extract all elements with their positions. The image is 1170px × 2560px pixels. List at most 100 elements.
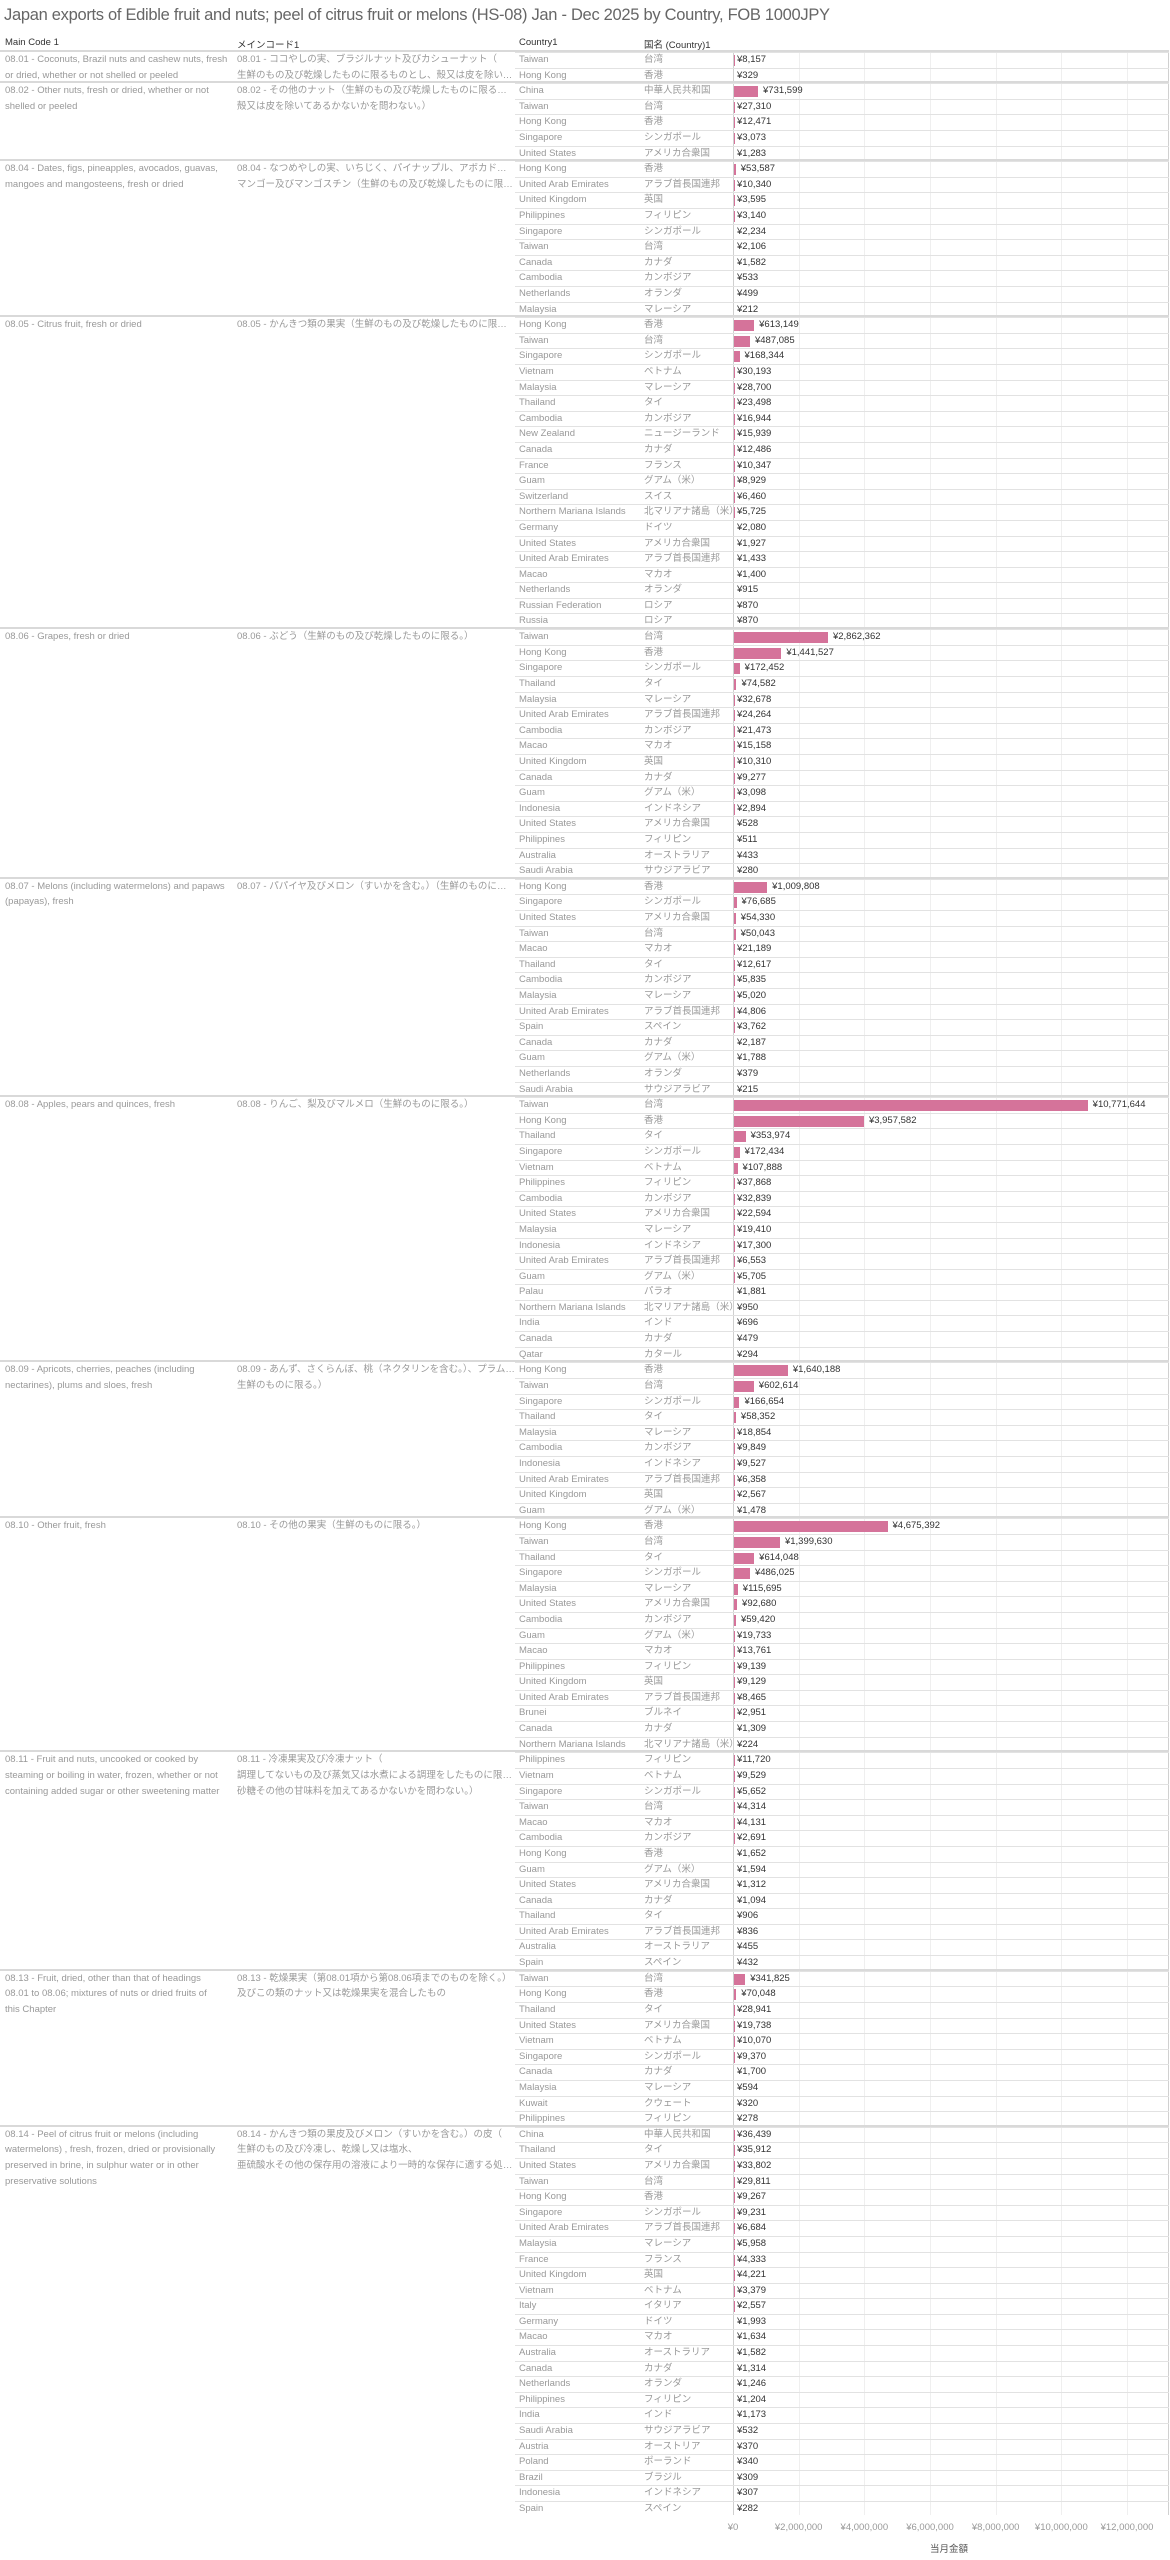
table-row[interactable]: United States アメリカ合衆国 ¥528 xyxy=(515,816,1169,832)
table-row[interactable]: Thailand タイ ¥353,974 xyxy=(515,1128,1169,1144)
value-bar[interactable] xyxy=(734,632,828,644)
table-row[interactable]: Poland ポーランド ¥340 xyxy=(515,2454,1169,2470)
table-row[interactable]: Canada カナダ ¥1,700 xyxy=(515,2064,1169,2080)
table-row[interactable]: Macao マカオ ¥13,761 xyxy=(515,1643,1169,1659)
table-row[interactable]: Saudi Arabia サウジアラビア ¥215 xyxy=(515,1081,1169,1098)
table-row[interactable]: Hong Kong 香港 ¥3,957,582 xyxy=(515,1112,1169,1129)
table-row[interactable]: Russia ロシア ¥870 xyxy=(515,613,1169,629)
table-row[interactable]: Guam グアム（米） ¥3,098 xyxy=(515,785,1169,801)
table-row[interactable]: Netherlands オランダ ¥915 xyxy=(515,582,1169,598)
table-row[interactable]: Saudi Arabia サウジアラビア ¥532 xyxy=(515,2423,1169,2439)
table-row[interactable]: Australia オーストラリア ¥1,582 xyxy=(515,2345,1169,2361)
table-row[interactable]: Cambodia カンボジア ¥2,691 xyxy=(515,1830,1169,1846)
table-row[interactable]: Singapore シンガポール ¥166,654 xyxy=(515,1393,1169,1410)
value-bar[interactable] xyxy=(734,101,735,113)
table-row[interactable]: United Arab Emirates アラブ首長国連邦 ¥1,433 xyxy=(515,551,1169,567)
value-bar[interactable] xyxy=(734,694,736,706)
table-row[interactable]: Cambodia カンボジア ¥59,420 xyxy=(515,1611,1169,1628)
table-row[interactable]: United Arab Emirates アラブ首長国連邦 ¥6,553 xyxy=(515,1253,1169,1269)
table-row[interactable]: Hong Kong 香港 ¥12,471 xyxy=(515,114,1169,130)
table-row[interactable]: Hong Kong 香港 ¥329 xyxy=(515,67,1169,84)
table-row[interactable]: Malaysia マレーシア ¥594 xyxy=(515,2079,1169,2096)
table-row[interactable]: United States アメリカ合衆国 ¥1,927 xyxy=(515,535,1169,552)
table-row[interactable]: Cambodia カンボジア ¥5,835 xyxy=(515,972,1169,988)
value-bar[interactable] xyxy=(734,1412,736,1424)
table-row[interactable]: Kuwait クウェート ¥320 xyxy=(515,2095,1169,2112)
value-bar[interactable] xyxy=(734,1365,788,1377)
table-row[interactable]: Thailand タイ ¥28,941 xyxy=(515,2001,1169,2018)
table-row[interactable]: Singapore シンガポール ¥5,652 xyxy=(515,1783,1169,1800)
table-row[interactable]: Malaysia マレーシア ¥115,695 xyxy=(515,1580,1169,1597)
value-bar[interactable] xyxy=(734,1568,750,1580)
value-bar[interactable] xyxy=(734,1989,737,2001)
value-bar[interactable] xyxy=(734,1583,738,1595)
table-row[interactable]: Philippines フィリピン ¥11,720 xyxy=(515,1752,1169,1768)
table-row[interactable]: Macao マカオ ¥1,634 xyxy=(515,2329,1169,2345)
table-row[interactable]: Canada カナダ ¥1,309 xyxy=(515,1721,1169,1737)
table-row[interactable]: Northern Mariana Islands 北マリアナ諸島（米） ¥950 xyxy=(515,1299,1169,1316)
table-row[interactable]: Guam グアム（米） ¥1,478 xyxy=(515,1502,1169,1519)
table-row[interactable]: United Arab Emirates アラブ首長国連邦 ¥6,358 xyxy=(515,1471,1169,1488)
table-row[interactable]: Cambodia カンボジア ¥533 xyxy=(515,270,1169,286)
table-row[interactable]: United Arab Emirates アラブ首長国連邦 ¥836 xyxy=(515,1923,1169,1940)
table-row[interactable]: Singapore シンガポール ¥168,344 xyxy=(515,348,1169,364)
table-row[interactable]: Philippines フィリピン ¥9,139 xyxy=(515,1658,1169,1675)
table-row[interactable]: China 中華人民共和国 ¥731,599 xyxy=(515,83,1169,99)
table-row[interactable]: Macao マカオ ¥4,131 xyxy=(515,1814,1169,1831)
value-bar[interactable] xyxy=(734,413,735,425)
table-row[interactable]: United Arab Emirates アラブ首長国連邦 ¥4,806 xyxy=(515,1003,1169,1020)
table-row[interactable]: Palau パラオ ¥1,881 xyxy=(515,1284,1169,1300)
table-row[interactable]: Singapore シンガポール ¥2,234 xyxy=(515,223,1169,240)
table-row[interactable]: Thailand タイ ¥23,498 xyxy=(515,395,1169,411)
table-row[interactable]: Singapore シンガポール ¥76,685 xyxy=(515,894,1169,910)
value-bar[interactable] xyxy=(734,320,755,332)
table-row[interactable]: United States アメリカ合衆国 ¥1,312 xyxy=(515,1877,1169,1893)
table-row[interactable]: Canada カナダ ¥12,486 xyxy=(515,441,1169,458)
header-country[interactable]: Country1 xyxy=(519,37,558,48)
table-row[interactable]: Vietnam ベトナム ¥30,193 xyxy=(515,363,1169,380)
table-row[interactable]: Thailand タイ ¥35,912 xyxy=(515,2142,1169,2158)
table-row[interactable]: Saudi Arabia サウジアラビア ¥280 xyxy=(515,863,1169,879)
table-row[interactable]: United States アメリカ合衆国 ¥92,680 xyxy=(515,1596,1169,1612)
value-bar[interactable] xyxy=(734,1536,780,1548)
table-row[interactable]: Germany ドイツ ¥1,993 xyxy=(515,2313,1169,2330)
table-row[interactable]: United Kingdom 英国 ¥9,129 xyxy=(515,1674,1169,1690)
table-row[interactable]: Netherlands オランダ ¥1,246 xyxy=(515,2376,1169,2392)
table-row[interactable]: Hong Kong 香港 ¥53,587 xyxy=(515,161,1169,177)
table-row[interactable]: Singapore シンガポール ¥172,434 xyxy=(515,1143,1169,1160)
table-row[interactable]: Indonesia インドネシア ¥307 xyxy=(515,2485,1169,2501)
value-bar[interactable] xyxy=(734,1427,735,1439)
header-main-code[interactable]: Main Code 1 xyxy=(5,37,59,48)
table-row[interactable]: Malaysia マレーシア ¥212 xyxy=(515,301,1169,318)
table-row[interactable]: Macao マカオ ¥1,400 xyxy=(515,566,1169,583)
table-row[interactable]: Austria オーストリア ¥370 xyxy=(515,2438,1169,2455)
table-row[interactable]: Canada カナダ ¥1,314 xyxy=(515,2360,1169,2377)
table-row[interactable]: Thailand タイ ¥906 xyxy=(515,1908,1169,1924)
table-row[interactable]: Malaysia マレーシア ¥5,958 xyxy=(515,2235,1169,2252)
table-row[interactable]: Taiwan 台湾 ¥8,157 xyxy=(515,52,1169,68)
table-row[interactable]: Macao マカオ ¥21,189 xyxy=(515,941,1169,957)
value-bar[interactable] xyxy=(734,164,736,176)
table-row[interactable]: France フランス ¥4,333 xyxy=(515,2251,1169,2268)
table-row[interactable]: Australia オーストラリア ¥455 xyxy=(515,1939,1169,1955)
table-row[interactable]: Singapore シンガポール ¥9,370 xyxy=(515,2048,1169,2065)
table-row[interactable]: Singapore シンガポール ¥9,231 xyxy=(515,2204,1169,2221)
table-row[interactable]: United Arab Emirates アラブ首長国連邦 ¥8,465 xyxy=(515,1689,1169,1706)
value-bar[interactable] xyxy=(734,725,735,737)
value-bar[interactable] xyxy=(734,663,740,675)
table-row[interactable]: Taiwan 台湾 ¥602,614 xyxy=(515,1377,1169,1394)
value-bar[interactable] xyxy=(734,2176,735,2188)
table-row[interactable]: United Kingdom 英国 ¥4,221 xyxy=(515,2267,1169,2283)
value-bar[interactable] xyxy=(734,2004,735,2016)
value-bar[interactable] xyxy=(734,2020,735,2032)
table-row[interactable]: Hong Kong 香港 ¥9,267 xyxy=(515,2189,1169,2205)
table-row[interactable]: Guam グアム（米） ¥19,733 xyxy=(515,1627,1169,1644)
table-row[interactable]: Philippines フィリピン ¥511 xyxy=(515,831,1169,848)
table-row[interactable]: Vietnam ベトナム ¥9,529 xyxy=(515,1767,1169,1784)
table-row[interactable]: Northern Mariana Islands 北マリアナ諸島（米） ¥5,725 xyxy=(515,504,1169,520)
table-row[interactable]: United Arab Emirates アラブ首長国連邦 ¥24,264 xyxy=(515,707,1169,723)
table-row[interactable]: Malaysia マレーシア ¥18,854 xyxy=(515,1424,1169,1441)
table-row[interactable]: United States アメリカ合衆国 ¥19,738 xyxy=(515,2017,1169,2034)
table-row[interactable]: United Kingdom 英国 ¥2,567 xyxy=(515,1487,1169,1503)
table-row[interactable]: Vietnam ベトナム ¥10,070 xyxy=(515,2033,1169,2049)
